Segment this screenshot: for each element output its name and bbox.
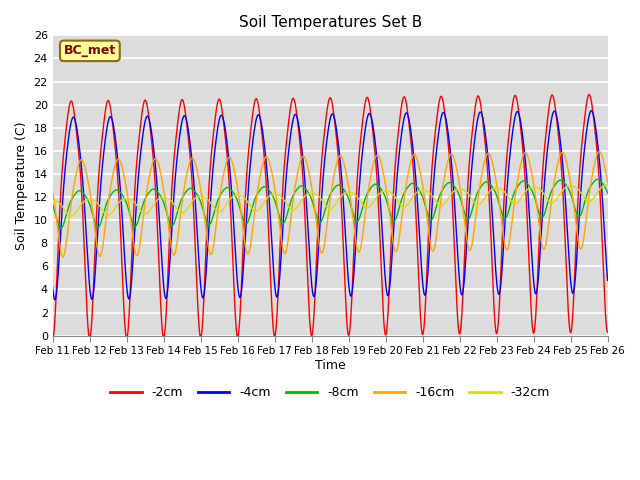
X-axis label: Time: Time (315, 359, 346, 372)
Y-axis label: Soil Temperature (C): Soil Temperature (C) (15, 121, 28, 250)
Text: BC_met: BC_met (64, 44, 116, 57)
Title: Soil Temperatures Set B: Soil Temperatures Set B (239, 15, 422, 30)
Legend: -2cm, -4cm, -8cm, -16cm, -32cm: -2cm, -4cm, -8cm, -16cm, -32cm (106, 382, 555, 405)
